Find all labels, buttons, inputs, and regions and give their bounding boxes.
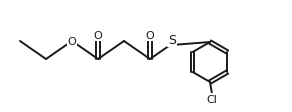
- Text: O: O: [94, 31, 102, 41]
- Text: O: O: [146, 31, 154, 41]
- Text: O: O: [68, 37, 77, 47]
- Text: Cl: Cl: [206, 94, 218, 104]
- Text: S: S: [168, 33, 176, 46]
